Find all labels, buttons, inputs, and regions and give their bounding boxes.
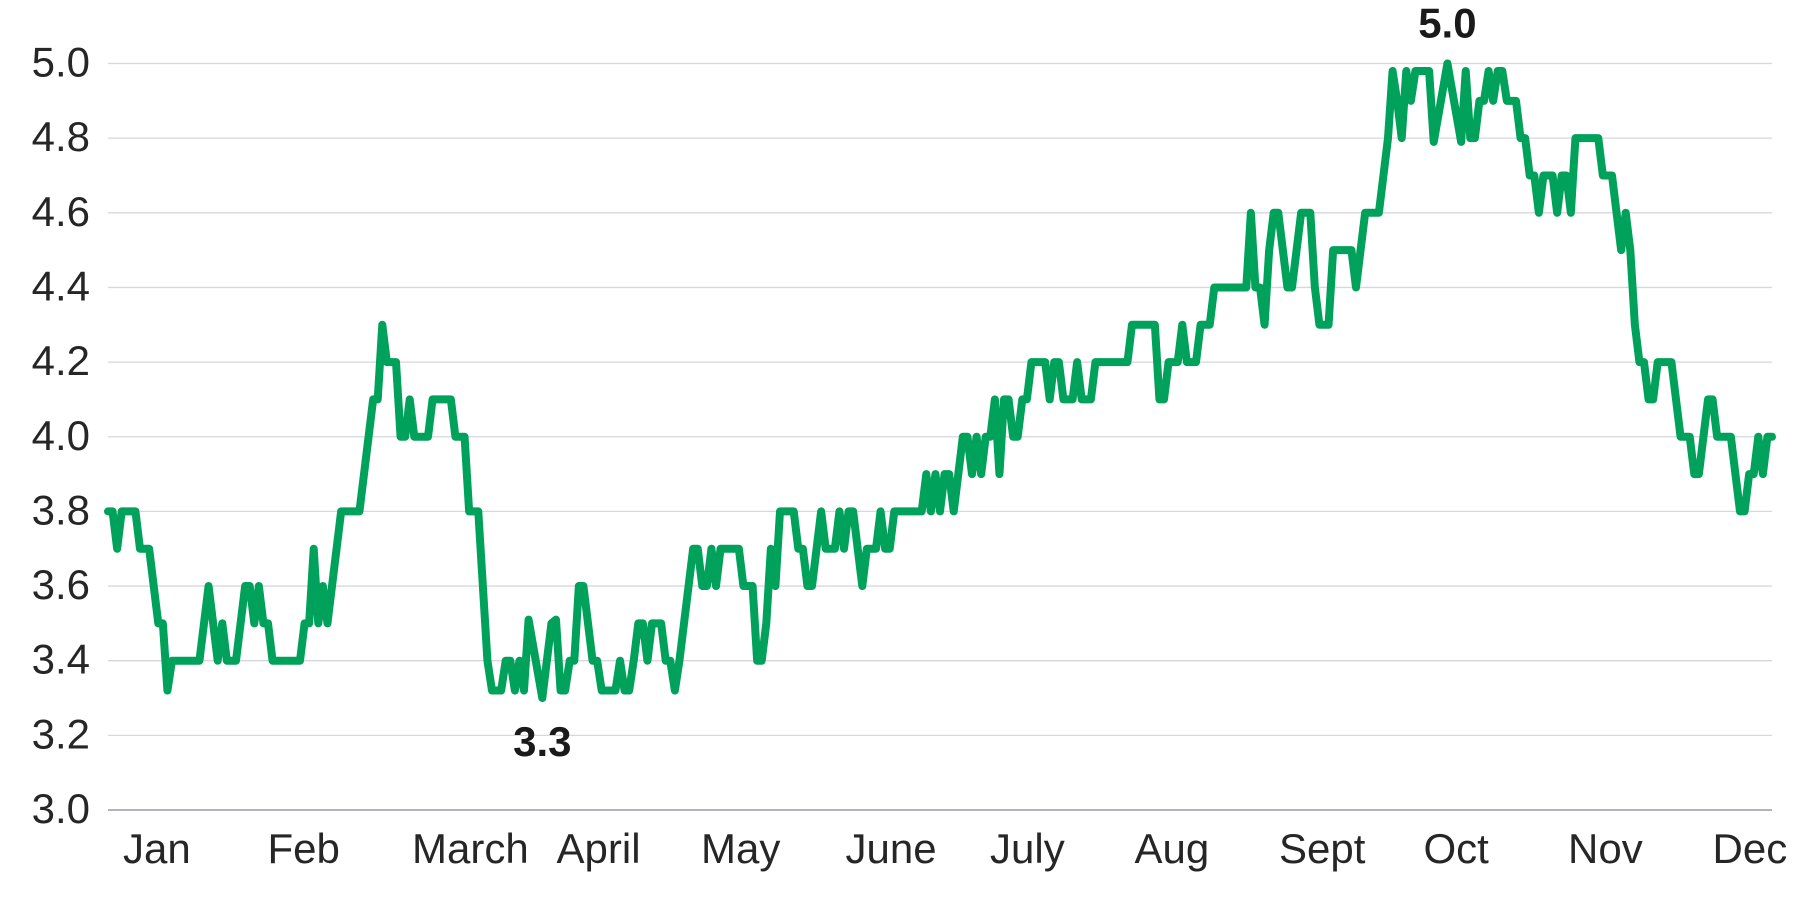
svg-text:July: July [990, 825, 1065, 872]
svg-text:Aug: Aug [1135, 825, 1210, 872]
svg-text:Dec: Dec [1713, 825, 1788, 872]
svg-text:5.0: 5.0 [1418, 0, 1476, 47]
svg-text:Sept: Sept [1279, 825, 1366, 872]
svg-text:3.2: 3.2 [32, 710, 90, 757]
svg-text:3.8: 3.8 [32, 486, 90, 533]
svg-text:3.3: 3.3 [513, 718, 571, 765]
svg-text:3.6: 3.6 [32, 561, 90, 608]
svg-text:Feb: Feb [268, 825, 340, 872]
svg-text:Nov: Nov [1568, 825, 1643, 872]
svg-text:Jan: Jan [123, 825, 191, 872]
svg-text:4.6: 4.6 [32, 188, 90, 235]
svg-text:3.4: 3.4 [32, 636, 90, 683]
svg-text:Oct: Oct [1424, 825, 1490, 872]
svg-text:4.0: 4.0 [32, 412, 90, 459]
svg-text:May: May [701, 825, 780, 872]
svg-text:3.0: 3.0 [32, 785, 90, 832]
svg-text:April: April [557, 825, 641, 872]
svg-text:5.0: 5.0 [32, 39, 90, 86]
svg-text:4.2: 4.2 [32, 337, 90, 384]
svg-text:June: June [846, 825, 937, 872]
svg-text:4.8: 4.8 [32, 113, 90, 160]
svg-text:4.4: 4.4 [32, 262, 90, 309]
svg-text:March: March [412, 825, 529, 872]
